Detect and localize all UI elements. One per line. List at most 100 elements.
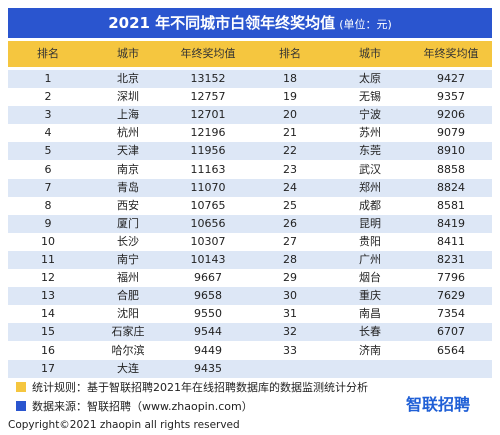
- column-header: 年终奖均值: [423, 47, 479, 60]
- table-cell: 武汉: [359, 162, 381, 176]
- table-cell: 石家庄: [111, 325, 145, 339]
- table-cell: 23: [283, 162, 297, 176]
- table-cell: 9435: [194, 361, 222, 375]
- table-cell: 重庆: [359, 289, 381, 303]
- table-cell: 9550: [194, 307, 222, 321]
- column-header: 排名: [279, 47, 301, 60]
- column-header: 城市: [117, 47, 139, 60]
- table-cell: 南昌: [359, 307, 381, 321]
- table-cell: 15: [41, 325, 55, 339]
- row-band: [8, 214, 492, 233]
- copyright: Copyright©2021 zhaopin all rights reserv…: [8, 419, 240, 431]
- table-cell: 8858: [437, 162, 465, 176]
- table-cell: 18: [283, 72, 297, 85]
- table-cell: 青岛: [117, 180, 139, 194]
- row-band: [8, 196, 492, 215]
- table-cell: 21: [283, 126, 297, 140]
- table-cell: 大连: [117, 361, 139, 375]
- column-header: 年终奖均值: [180, 47, 236, 60]
- table-cell: 烟台: [359, 271, 381, 285]
- table-cell: 沈阳: [117, 307, 139, 321]
- table-cell: 11: [41, 253, 55, 266]
- row-band: [8, 178, 492, 197]
- table-cell: 9079: [437, 126, 465, 140]
- table-cell: 11070: [190, 180, 226, 194]
- row-band: [8, 287, 492, 306]
- row-band: [8, 305, 492, 324]
- table-cell: 福州: [117, 271, 139, 285]
- table-cell: 8419: [437, 216, 465, 230]
- table-cell: 7: [44, 180, 52, 194]
- table-cell: 9449: [194, 343, 222, 357]
- row-band: [8, 232, 492, 251]
- table-cell: 6: [44, 162, 52, 176]
- title: 2021 年不同城市白领年终奖均值: [108, 14, 336, 32]
- table-cell: 7629: [437, 289, 465, 303]
- table-cell: 9667: [194, 271, 222, 285]
- table-cell: 13152: [190, 72, 226, 85]
- row-band: [8, 88, 492, 107]
- table-cell: 杭州: [117, 126, 139, 140]
- table-cell: 6707: [437, 325, 465, 339]
- table-cell: 1: [44, 72, 52, 85]
- table-cell: 太原: [359, 72, 381, 85]
- table-cell: 郑州: [359, 180, 381, 194]
- header-row: [8, 41, 492, 67]
- row-band: [8, 70, 492, 88]
- table-cell: 8581: [437, 198, 465, 212]
- table-cell: 广州: [359, 253, 381, 266]
- table-cell: 27: [283, 234, 297, 248]
- table-cell: 12: [41, 271, 55, 285]
- table-cell: 12757: [190, 90, 226, 104]
- table-cell: 12701: [190, 108, 226, 122]
- table-cell: 长沙: [117, 234, 139, 248]
- table-cell: 南京: [117, 162, 139, 176]
- table-cell: 8824: [437, 180, 465, 194]
- table-cell: 深圳: [117, 90, 139, 104]
- table-cell: 26: [283, 216, 297, 230]
- table-cell: 昆明: [359, 216, 381, 230]
- table-cell: 长春: [359, 325, 381, 339]
- note-icon: [16, 382, 26, 392]
- table-cell: 西安: [117, 198, 139, 212]
- column-header: 排名: [37, 47, 59, 60]
- table-cell: 5: [44, 144, 52, 158]
- table-cell: 19: [283, 90, 297, 104]
- row-band: [8, 269, 492, 288]
- table-cell: 9: [44, 216, 52, 230]
- table-cell: 8910: [437, 144, 465, 158]
- table-cell: 上海: [117, 108, 139, 122]
- table-cell: 南宁: [117, 253, 139, 266]
- row-band: [8, 341, 492, 360]
- table-cell: 6564: [437, 343, 465, 357]
- table-cell: 东莞: [359, 144, 381, 158]
- table-cell: 9658: [194, 289, 222, 303]
- table-cell: 14: [41, 307, 55, 321]
- table-cell: 24: [283, 180, 297, 194]
- table-cell: 9427: [437, 72, 465, 85]
- table-cell: 8231: [437, 253, 465, 266]
- note-icon: [16, 401, 26, 411]
- table-cell: 31: [283, 307, 297, 321]
- table-cell: 30: [283, 289, 297, 303]
- table-cell: 天津: [117, 144, 139, 158]
- row-band: [8, 359, 492, 378]
- logo: 智联招聘: [406, 395, 471, 414]
- row-band: [8, 142, 492, 161]
- table-cell: 3: [44, 108, 52, 122]
- table-cell: 合肥: [117, 289, 139, 303]
- table-cell: 12196: [190, 126, 226, 140]
- table-cell: 4: [44, 126, 52, 140]
- table-cell: 成都: [359, 198, 381, 212]
- table-cell: 济南: [359, 343, 381, 357]
- table-cell: 25: [283, 198, 297, 212]
- note: 统计规则：基于智联招聘2021年在线招聘数据库的数据监测统计分析: [32, 381, 368, 394]
- table-cell: 22: [283, 144, 297, 158]
- table-cell: 8411: [437, 234, 465, 248]
- table-cell: 7354: [437, 307, 465, 321]
- table-cell: 无锡: [359, 90, 381, 104]
- table-cell: 20: [283, 108, 297, 122]
- table-cell: 10307: [190, 234, 226, 248]
- table-cell: 9357: [437, 90, 465, 104]
